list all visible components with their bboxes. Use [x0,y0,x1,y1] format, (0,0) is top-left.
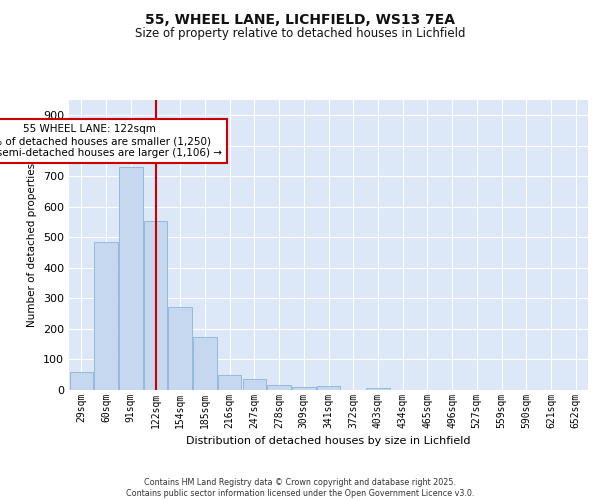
Bar [193,336,217,390]
Bar [70,372,93,390]
Bar [119,167,143,390]
X-axis label: Distribution of detached houses by size in Lichfield: Distribution of detached houses by size … [186,436,471,446]
Bar [242,380,266,390]
Bar [366,388,389,390]
Bar [169,307,192,390]
Bar [218,376,241,390]
Bar [292,387,316,390]
Y-axis label: Number of detached properties: Number of detached properties [28,163,37,327]
Text: 55, WHEEL LANE, LICHFIELD, WS13 7EA: 55, WHEEL LANE, LICHFIELD, WS13 7EA [145,12,455,26]
Bar [268,386,291,390]
Bar [94,242,118,390]
Text: 55 WHEEL LANE: 122sqm
← 53% of detached houses are smaller (1,250)
47% of semi-d: 55 WHEEL LANE: 122sqm ← 53% of detached … [0,124,222,158]
Text: Contains HM Land Registry data © Crown copyright and database right 2025.
Contai: Contains HM Land Registry data © Crown c… [126,478,474,498]
Bar [317,386,340,390]
Text: Size of property relative to detached houses in Lichfield: Size of property relative to detached ho… [135,28,465,40]
Bar [144,221,167,390]
